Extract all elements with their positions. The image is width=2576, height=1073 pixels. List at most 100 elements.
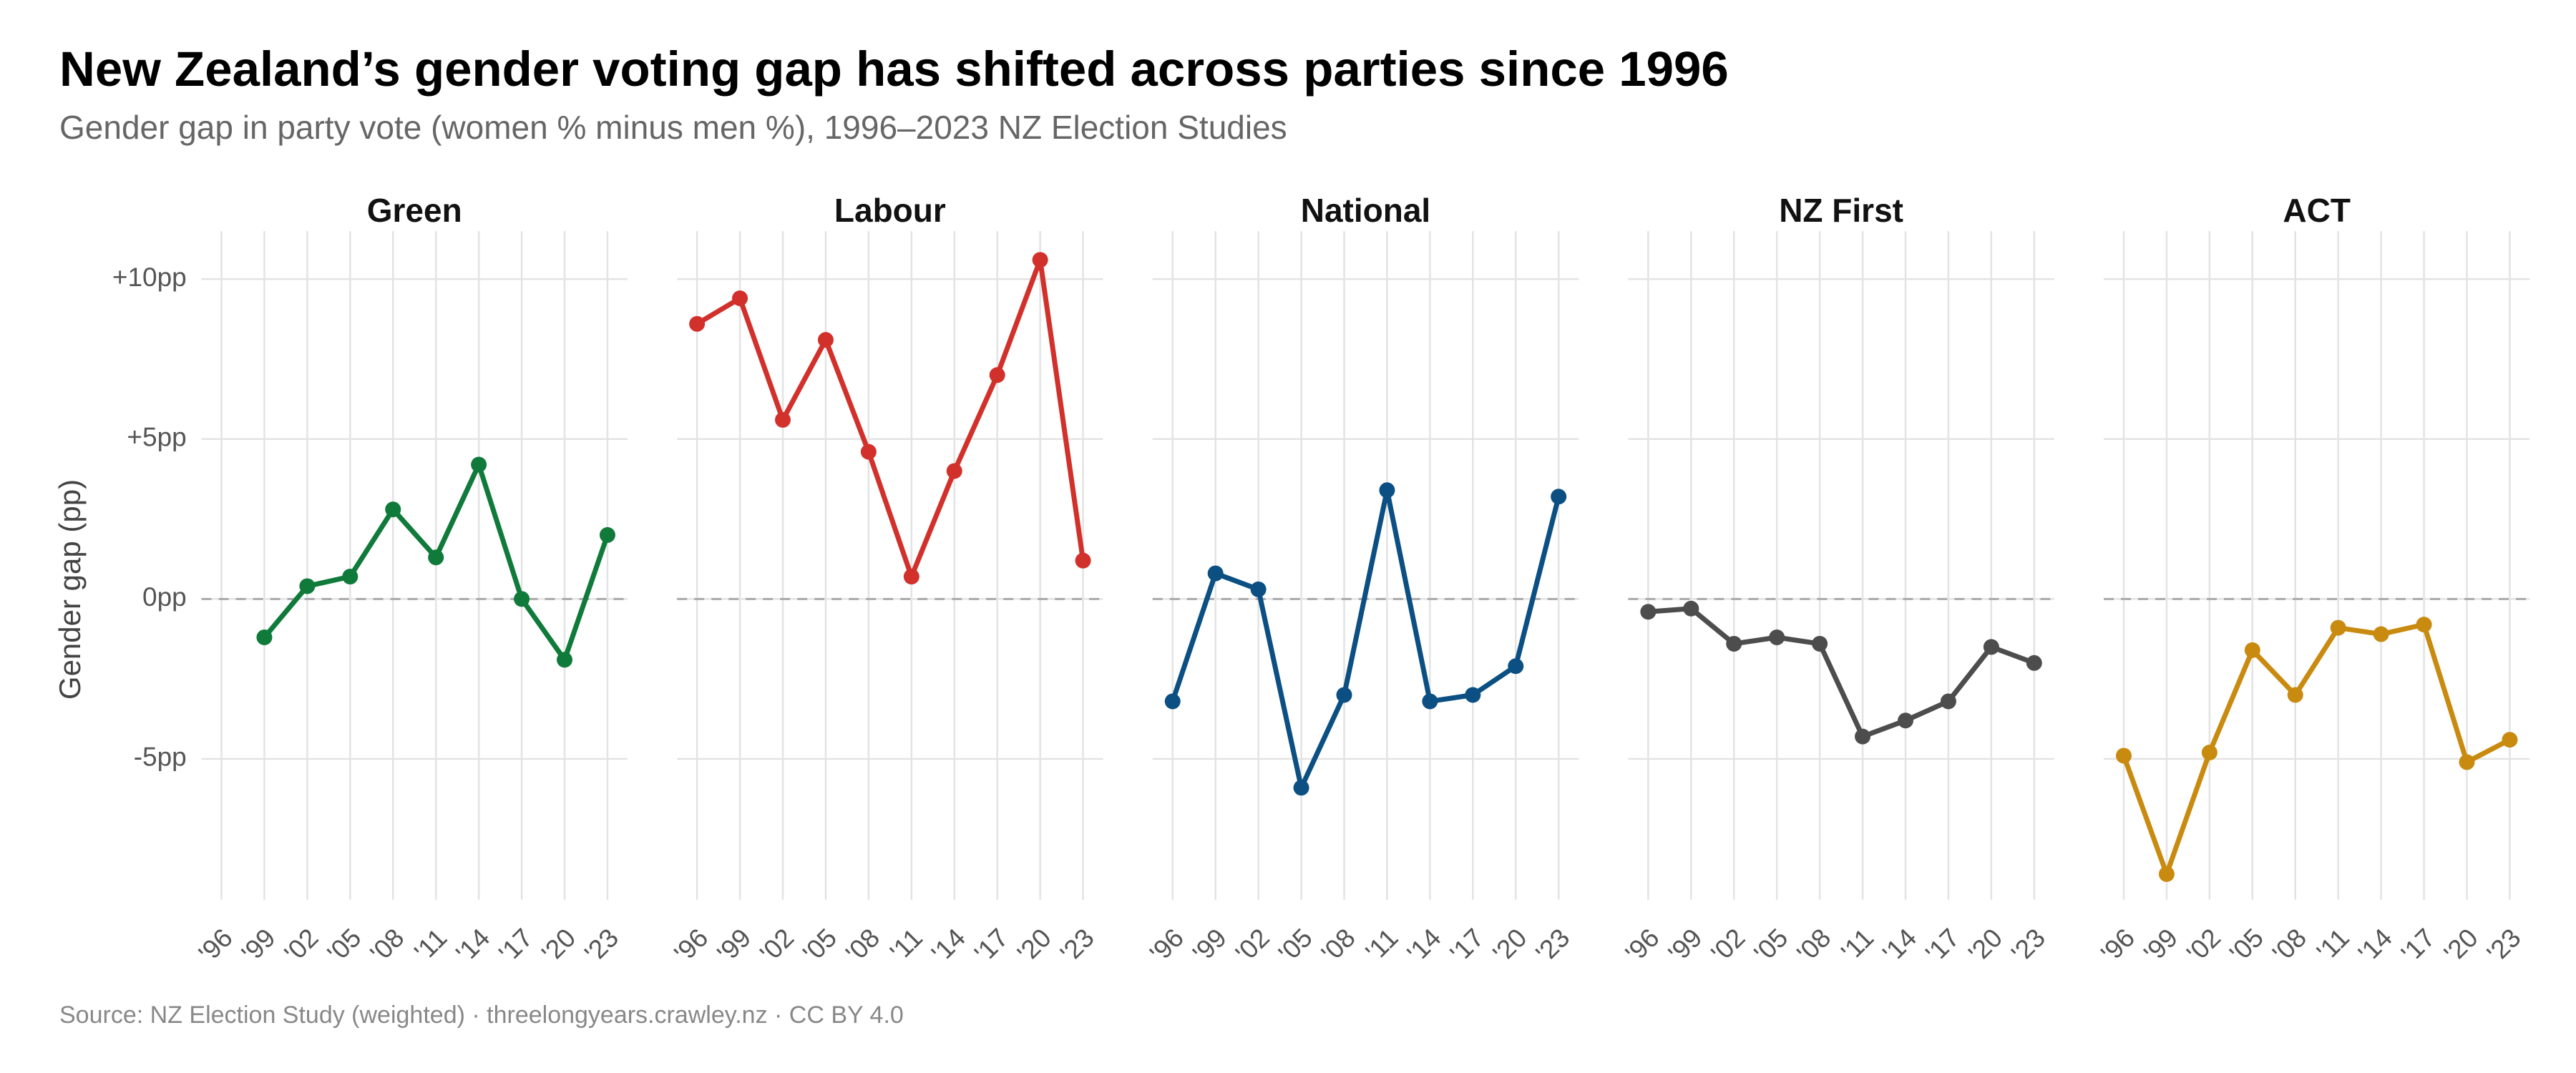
y-tick-label: 0pp xyxy=(142,582,187,612)
chart-subtitle: Gender gap in party vote (women % minus … xyxy=(59,109,1287,146)
x-tick-label: '23 xyxy=(1530,923,1575,968)
x-tick-label: '08 xyxy=(1316,923,1361,968)
point xyxy=(342,569,358,585)
point xyxy=(1336,687,1352,703)
x-tick-label: '23 xyxy=(579,923,624,968)
x-tick-label: '96 xyxy=(1144,923,1189,968)
x-tick-label: '17 xyxy=(1920,923,1965,968)
point xyxy=(1293,780,1309,796)
point xyxy=(2115,748,2132,764)
x-tick-label: '17 xyxy=(2396,923,2441,968)
x-tick-label: '02 xyxy=(2181,923,2226,968)
point xyxy=(256,629,273,646)
caption: Source: NZ Election Study (weighted) · t… xyxy=(59,1001,904,1029)
x-tick-label: '08 xyxy=(840,923,885,968)
x-tick-label: '17 xyxy=(1445,923,1490,968)
x-tick-label: '05 xyxy=(2224,923,2269,968)
series-line xyxy=(2121,622,2512,877)
point xyxy=(732,290,748,306)
x-tick-label: '02 xyxy=(754,923,799,968)
point xyxy=(1640,604,1657,620)
point xyxy=(903,569,919,585)
point xyxy=(1465,687,1481,703)
x-tick-label: '17 xyxy=(969,923,1014,968)
point xyxy=(299,578,316,594)
y-tick-label: +5pp xyxy=(127,423,186,452)
point xyxy=(1769,629,1785,646)
point xyxy=(2244,642,2260,658)
point xyxy=(2287,687,2303,703)
x-tick-label: '20 xyxy=(536,923,581,968)
x-tick-label: '11 xyxy=(1835,923,1879,966)
point xyxy=(514,591,530,607)
point xyxy=(2026,655,2042,671)
facet-title: ACT xyxy=(2283,192,2351,229)
point xyxy=(385,501,401,518)
x-tick-label: '96 xyxy=(1620,923,1665,968)
x-tick-label: '05 xyxy=(1748,923,1793,968)
point xyxy=(2502,732,2518,748)
x-tick-label: '05 xyxy=(1273,923,1318,968)
facet-title: Green xyxy=(367,192,462,229)
x-tick-label: '99 xyxy=(2138,923,2183,968)
facet-title: National xyxy=(1301,192,1430,229)
x-tick-label: '99 xyxy=(236,923,281,968)
x-tick-label: '14 xyxy=(1877,923,1922,968)
point xyxy=(860,444,877,460)
point xyxy=(1897,712,1913,729)
x-tick-label: '11 xyxy=(409,923,452,966)
series-line xyxy=(1648,606,2036,740)
y-tick-label: +10pp xyxy=(112,263,187,292)
point xyxy=(2416,617,2432,633)
facet-title: NZ First xyxy=(1779,192,1903,229)
point xyxy=(471,456,487,473)
point xyxy=(1379,482,1395,499)
point xyxy=(1422,693,1438,710)
point xyxy=(817,332,834,348)
point xyxy=(775,411,791,428)
x-tick-label: '20 xyxy=(2439,923,2484,968)
x-tick-label: '20 xyxy=(1012,923,1057,968)
point xyxy=(1207,565,1224,582)
point xyxy=(689,315,706,332)
x-tick-label: '14 xyxy=(926,923,971,968)
chart-title: New Zealand’s gender voting gap has shif… xyxy=(59,41,1729,97)
point xyxy=(1983,639,1999,655)
point xyxy=(2459,754,2475,770)
x-tick-label: '14 xyxy=(450,923,495,968)
x-tick-label: '11 xyxy=(2311,923,2355,966)
x-tick-label: '96 xyxy=(2095,923,2140,968)
x-tick-label: '02 xyxy=(1230,923,1275,968)
y-tick-label: -5pp xyxy=(134,743,187,772)
x-tick-label: '99 xyxy=(1187,923,1232,968)
x-tick-label: '99 xyxy=(711,923,756,968)
x-tick-label: '20 xyxy=(1487,923,1532,968)
x-tick-label: '17 xyxy=(493,923,538,968)
x-tick-label: '14 xyxy=(2353,923,2398,968)
point xyxy=(2373,626,2389,642)
point xyxy=(2201,744,2218,760)
point xyxy=(428,549,444,566)
x-tick-label: '02 xyxy=(279,923,324,968)
x-tick-label: '23 xyxy=(2006,923,2051,968)
facet-title: Labour xyxy=(834,192,946,229)
point xyxy=(1683,600,1699,617)
point xyxy=(1164,693,1181,710)
x-tick-label: '11 xyxy=(884,923,928,966)
y-axis-label: Gender gap (pp) xyxy=(53,479,87,700)
x-tick-label: '08 xyxy=(1791,923,1836,968)
series-line xyxy=(1170,487,1561,790)
x-tick-label: '20 xyxy=(1963,923,2008,968)
x-tick-label: '08 xyxy=(2267,923,2312,968)
x-tick-label: '96 xyxy=(668,923,713,968)
x-tick-label: '05 xyxy=(797,923,842,968)
point xyxy=(557,652,573,668)
point xyxy=(1551,489,1567,505)
point xyxy=(1726,635,1742,652)
x-tick-label: '23 xyxy=(1055,923,1100,968)
point xyxy=(1940,693,1956,710)
point xyxy=(1508,658,1524,675)
point xyxy=(1812,635,1828,652)
point xyxy=(2330,619,2346,636)
